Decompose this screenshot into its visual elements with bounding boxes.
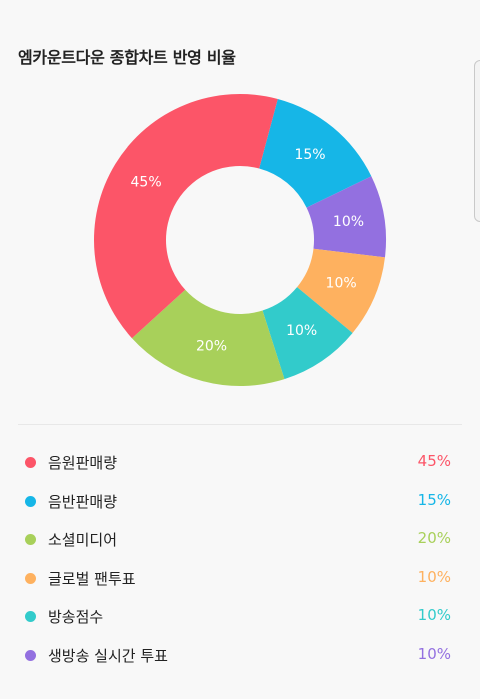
legend-item[interactable]: 생방송 실시간 투표 10% xyxy=(0,636,480,675)
legend-item[interactable]: 방송점수 10% xyxy=(0,597,480,636)
slice-0[interactable] xyxy=(94,94,278,339)
legend-dot-icon xyxy=(25,495,36,507)
legend-value: 10% xyxy=(417,644,451,663)
legend-label: 방송점수 xyxy=(48,608,104,627)
donut-chart: 15% 10% 10% 10% 20% 45% xyxy=(94,94,386,387)
legend-dot-icon xyxy=(25,534,36,546)
legend-dot-icon xyxy=(25,611,36,623)
legend-label: 소셜미디어 xyxy=(48,531,118,550)
slice-5[interactable] xyxy=(306,176,386,258)
legend-value: 20% xyxy=(417,529,451,548)
legend: 음원판매량 45% 음반판매량 15% 소셜미디어 20% 글로벌 팬투표 10% 방송점수 10… xyxy=(0,443,480,675)
legend-label: 음반판매량 xyxy=(48,492,118,511)
slice-label-3: 10% xyxy=(326,275,357,291)
legend-item[interactable]: 음반판매량 15% xyxy=(0,482,480,521)
legend-item[interactable]: 소셜미디어 20% xyxy=(0,520,480,559)
legend-label: 글로벌 팬투표 xyxy=(48,569,136,588)
slice-2[interactable] xyxy=(131,289,285,387)
legend-label: 음원판매량 xyxy=(48,454,118,472)
legend-value: 10% xyxy=(417,567,451,586)
legend-value: 15% xyxy=(417,490,451,509)
slice-label-5: 10% xyxy=(333,214,364,230)
legend-value: 45% xyxy=(417,452,451,470)
legend-item[interactable]: 음원판매량 45% xyxy=(0,443,480,482)
legend-dot-icon xyxy=(25,572,36,584)
slice-3[interactable] xyxy=(297,248,385,333)
slice-1[interactable] xyxy=(259,98,372,208)
slice-label-1: 15% xyxy=(294,147,325,163)
legend-dot-icon xyxy=(25,649,36,661)
slice-4[interactable] xyxy=(262,287,353,380)
legend-item[interactable]: 글로벌 팬투표 10% xyxy=(0,559,480,598)
legend-value: 10% xyxy=(417,606,451,625)
slice-label-0: 45% xyxy=(131,175,162,191)
legend-divider xyxy=(18,424,462,425)
legend-dot-icon xyxy=(25,457,36,468)
slice-label-2: 20% xyxy=(196,338,227,354)
chart-title: 엠카운트다운 종합차트 반영 비율 xyxy=(18,48,236,67)
slice-label-4: 10% xyxy=(286,323,317,339)
legend-label: 생방송 실시간 투표 xyxy=(48,646,168,665)
scroll-handle[interactable] xyxy=(474,60,480,222)
